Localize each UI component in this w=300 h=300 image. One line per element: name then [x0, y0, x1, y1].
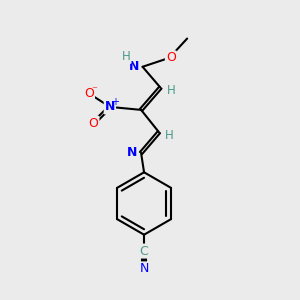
Text: +: +	[111, 98, 119, 107]
Text: H: H	[165, 129, 174, 142]
Text: N: N	[105, 100, 115, 113]
Text: C: C	[140, 244, 148, 258]
Text: N: N	[140, 262, 149, 275]
Text: N: N	[128, 60, 139, 73]
Text: O: O	[166, 51, 176, 64]
Text: H: H	[167, 84, 175, 97]
Text: O: O	[84, 87, 94, 100]
Text: N: N	[127, 146, 137, 160]
Text: ⁻: ⁻	[92, 85, 98, 95]
Text: O: O	[88, 117, 98, 130]
Text: H: H	[122, 50, 130, 63]
